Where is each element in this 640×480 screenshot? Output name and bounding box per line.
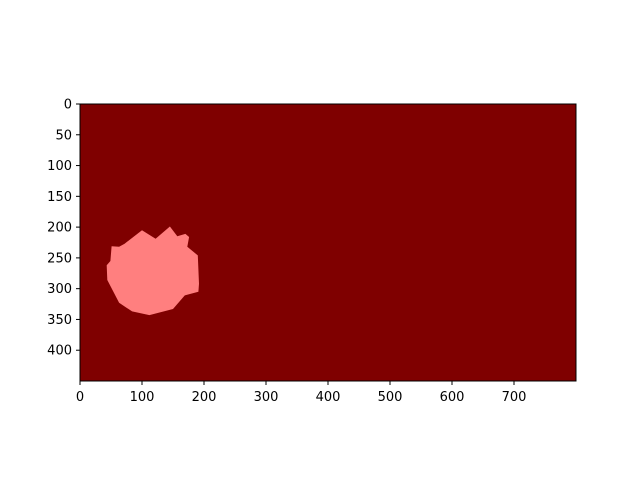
mask-region bbox=[106, 226, 199, 316]
y-tick-label: 300 bbox=[47, 282, 72, 297]
x-tick-label: 200 bbox=[192, 390, 217, 405]
x-tick-label: 500 bbox=[378, 390, 403, 405]
y-tick-label: 250 bbox=[47, 251, 72, 266]
x-tick-label: 400 bbox=[316, 390, 341, 405]
y-tick-label: 150 bbox=[47, 190, 72, 205]
y-tick-label: 50 bbox=[55, 128, 72, 143]
x-axis: 0 100 200 300 400 500 600 700 bbox=[76, 381, 527, 405]
x-tick-label: 100 bbox=[130, 390, 155, 405]
x-tick-label: 600 bbox=[440, 390, 465, 405]
x-tick-label: 300 bbox=[254, 390, 279, 405]
x-tick-label: 0 bbox=[76, 390, 84, 405]
y-tick-label: 200 bbox=[47, 221, 72, 236]
y-tick-label: 0 bbox=[64, 98, 72, 113]
x-tick-label: 700 bbox=[502, 390, 527, 405]
y-tick-label: 400 bbox=[47, 344, 72, 359]
y-tick-label: 100 bbox=[47, 159, 72, 174]
y-axis: 0 50 100 150 200 250 300 350 400 bbox=[47, 98, 80, 359]
y-tick-label: 350 bbox=[47, 313, 72, 328]
